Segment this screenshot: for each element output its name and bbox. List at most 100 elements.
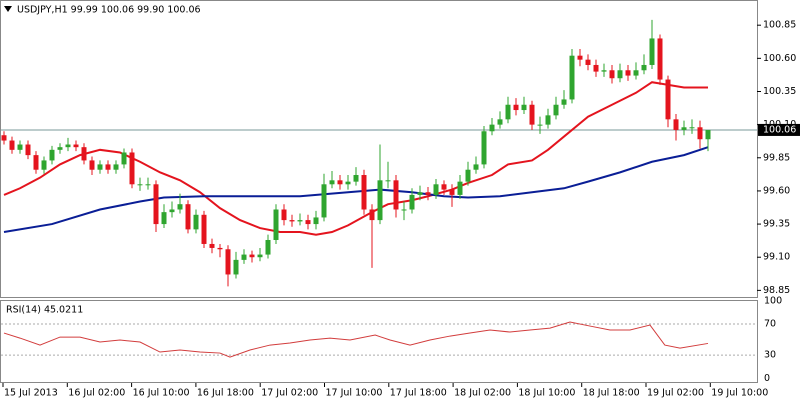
candle-body [425, 192, 431, 195]
rsi-tick-label: 0 [764, 373, 770, 384]
y-tick-label: 99.60 [763, 185, 790, 196]
candle-body [705, 129, 711, 140]
candle-body [145, 184, 151, 186]
x-tick-label: 18 Jul 02:00 [454, 388, 511, 399]
candle-body [97, 164, 103, 170]
candle-body [537, 124, 543, 126]
x-tick-label: 17 Jul 10:00 [326, 388, 383, 399]
candle-body [585, 59, 591, 65]
y-tick-label: 99.35 [763, 219, 790, 230]
candle-body [361, 175, 367, 210]
rsi-tick-label: 30 [764, 350, 776, 361]
candle-body [385, 180, 391, 182]
candle-body [73, 144, 79, 148]
candle-body [321, 184, 327, 218]
candle-body [161, 212, 167, 225]
candle-body [505, 104, 511, 120]
candle-body [313, 217, 319, 225]
x-tick-label: 16 Jul 18:00 [197, 388, 254, 399]
candle-body [281, 209, 287, 221]
rsi-panel [0, 300, 758, 383]
candle-body [57, 147, 63, 150]
candle-body [25, 144, 31, 156]
candle-body [89, 160, 95, 170]
moving-average [3, 81, 708, 236]
candle-body [641, 64, 647, 71]
candle-body [545, 115, 551, 125]
candle-body [105, 164, 111, 170]
candle-body [297, 220, 303, 222]
candle-body [225, 249, 231, 275]
candle-body [649, 38, 655, 65]
candle-body [601, 70, 607, 72]
candle-body [553, 104, 559, 116]
candle-body [9, 140, 15, 150]
candle-body [249, 254, 255, 258]
candle-body [617, 70, 623, 79]
candle-body [49, 149, 55, 161]
y-tick-label: 99.10 [763, 252, 790, 263]
candle-body [465, 169, 471, 182]
candle-body [65, 144, 71, 148]
y-tick-label: 100.85 [763, 20, 796, 31]
candle-body [681, 127, 687, 130]
candle-body [113, 164, 119, 170]
candle-body [673, 119, 679, 130]
candle-body [665, 79, 671, 120]
x-tick-label: 18 Jul 18:00 [583, 388, 640, 399]
menu-icon [4, 6, 12, 12]
y-tick-label: 100.35 [763, 86, 796, 97]
candle-body [121, 152, 127, 165]
rsi-tick-label: 70 [764, 319, 776, 330]
candle-body [609, 70, 615, 79]
price-panel [0, 0, 758, 298]
last-price-box [758, 123, 800, 136]
candle-body [593, 64, 599, 72]
candle-body [561, 99, 567, 105]
candle-body [433, 184, 439, 195]
candle-body [193, 214, 199, 230]
candle-body [217, 247, 223, 250]
candle-body [233, 259, 239, 275]
x-tick-label: 17 Jul 02:00 [261, 388, 318, 399]
candle-body [265, 239, 271, 255]
candle-body [241, 254, 247, 260]
x-tick-label: 19 Jul 10:00 [711, 388, 768, 399]
candle-body [17, 144, 23, 150]
candle-body [449, 189, 455, 195]
candle-body [33, 155, 39, 170]
y-tick-label: 98.85 [763, 285, 790, 296]
candle-body [209, 243, 215, 248]
candle-body [169, 209, 175, 213]
candle-body [337, 180, 343, 185]
candle-body [41, 160, 47, 170]
candle-body [153, 184, 159, 225]
candle-body [177, 204, 183, 210]
candle-body [329, 180, 335, 185]
last-price-label: 100.06 [763, 124, 796, 135]
candle-body [409, 194, 415, 210]
candle-body [657, 38, 663, 80]
candle-body [129, 152, 135, 185]
candle-body [457, 181, 463, 195]
candle-body [185, 204, 191, 230]
x-tick-label: 15 Jul 2013 [4, 388, 58, 399]
candle-body [137, 184, 143, 186]
candle-body [513, 104, 519, 111]
candle-body [401, 209, 407, 211]
x-tick-label: 16 Jul 10:00 [133, 388, 190, 399]
candle-body [305, 220, 311, 225]
candle-body [577, 55, 583, 60]
candle-body [521, 104, 527, 111]
candle-body [497, 119, 503, 125]
candle-body [377, 180, 383, 221]
candle-body [473, 164, 479, 170]
candle-body [393, 180, 399, 210]
rsi-tick-label: 100 [764, 295, 782, 306]
candle-body [353, 175, 359, 182]
candle-body [417, 192, 423, 195]
x-tick-label: 16 Jul 02:00 [68, 388, 125, 399]
